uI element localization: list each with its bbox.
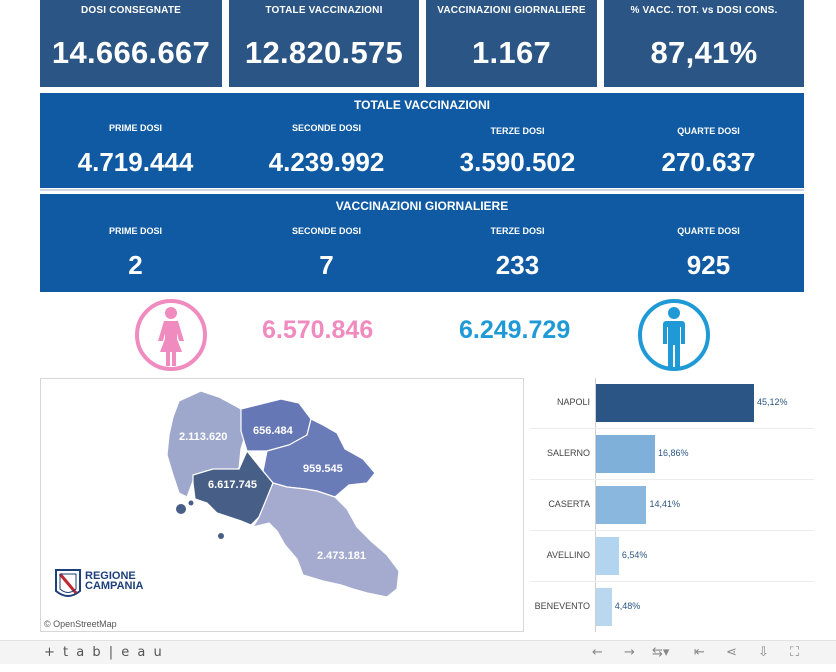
col-value: 233 [495, 250, 540, 280]
col-seconde-dosi: SECONDE DOSI 7 [231, 226, 422, 281]
fullscreen-icon[interactable]: ⛶ [790, 645, 800, 660]
male-value: 6.249.729 [459, 316, 571, 344]
col-quarte-dosi: QUARTE DOSI 925 [613, 226, 804, 281]
col-value: 2 [128, 250, 143, 280]
benevento-value: 656.484 [253, 425, 293, 437]
kpi-percentuale: % VACC. TOT. vs DOSI CONS. 87,41% [604, 0, 804, 87]
logo-line-1: REGIONE [85, 570, 136, 582]
col-label: QUARTE DOSI [677, 126, 740, 136]
kpi-vaccinazioni-giornaliere: VACCINAZIONI GIORNALIERE 1.167 [426, 0, 597, 87]
island-ischia [176, 504, 186, 514]
bar-label: NAPOLI [556, 397, 590, 407]
island-capri [218, 533, 224, 539]
col-label: TERZE DOSI [490, 126, 545, 136]
col-seconde-dosi: SECONDE DOSI 4.239.992 [231, 123, 422, 178]
tableau-logo[interactable]: + t a b | e a u [44, 645, 164, 660]
bar-row-caserta[interactable]: CASERTA 14,41% [530, 486, 814, 524]
campania-map[interactable]: 2.113.620 656.484 959.545 6.617.745 2.47… [40, 378, 524, 632]
bar-row-avellino[interactable]: AVELLINO 6,54% [530, 537, 814, 575]
province-bar-chart: NAPOLI 45,12% SALERNO 16,86% CASERTA 14,41% AV… [530, 378, 814, 632]
bar-label: SALERNO [546, 448, 590, 458]
col-quarte-dosi: QUARTE DOSI 270.637 [613, 126, 804, 178]
row-separator [530, 479, 814, 480]
male-icon [638, 299, 710, 371]
province-salerno [251, 482, 400, 598]
bar-label: CASERTA [548, 499, 590, 509]
bar-value-label: 6,54% [621, 550, 648, 560]
col-label: TERZE DOSI [490, 226, 545, 236]
bar-napoli[interactable] [596, 384, 754, 422]
bar-label: BENEVENTO [534, 601, 590, 611]
col-value: 7 [319, 250, 334, 280]
bar-benevento[interactable] [596, 588, 612, 626]
share-icon[interactable]: ⋖ [726, 645, 737, 660]
col-label: QUARTE DOSI [677, 226, 740, 236]
col-label: PRIME DOSI [108, 226, 162, 236]
bar-value-label: 14,41% [649, 499, 680, 509]
row-separator [530, 530, 814, 531]
col-value: 925 [686, 250, 731, 280]
kpi-label: TOTALE VACCINAZIONI [265, 5, 383, 16]
kpi-label: VACCINAZIONI GIORNALIERE [437, 5, 586, 16]
revert-icon[interactable]: ⇆▾ [652, 645, 670, 660]
col-label: PRIME DOSI [108, 123, 162, 133]
row-separator [530, 428, 814, 429]
kpi-dosi-consegnate: DOSI CONSEGNATE 14.666.667 [40, 0, 222, 87]
col-value: 3.590.502 [459, 147, 576, 177]
island-procida [188, 500, 194, 506]
col-value: 270.637 [661, 147, 756, 177]
totale-vaccinazioni-panel: TOTALE VACCINAZIONI PRIME DOSI 4.719.444… [40, 93, 804, 188]
chart-axis [595, 378, 596, 632]
avellino-value: 959.545 [303, 463, 343, 475]
bar-salerno[interactable] [596, 435, 656, 473]
bar-value-label: 4,48% [614, 601, 641, 611]
tableau-toolbar: + t a b | e a u ← → ⇆▾ ⇤ ⋖ ⇩ ⛶ [0, 640, 836, 664]
panel-divider [40, 189, 804, 191]
vaccinazioni-giornaliere-panel: VACCINAZIONI GIORNALIERE PRIME DOSI 2 SE… [40, 194, 804, 292]
bar-value-label: 16,86% [658, 448, 689, 458]
logo-line-2: CAMPANIA [85, 580, 144, 592]
kpi-value: 87,41% [650, 35, 758, 70]
col-value: 4.239.992 [268, 147, 385, 177]
kpi-totale-vaccinazioni: TOTALE VACCINAZIONI 12.820.575 [229, 0, 419, 87]
kpi-label: DOSI CONSEGNATE [80, 5, 182, 16]
female-icon [135, 299, 207, 371]
caserta-value: 2.113.620 [179, 431, 228, 443]
reset-icon[interactable]: ⇤ [694, 645, 705, 660]
col-value: 4.719.444 [77, 147, 194, 177]
province-avellino [262, 418, 376, 498]
regione-campania-logo: REGIONE CAMPANIA [55, 569, 143, 606]
panel-title: VACCINAZIONI GIORNALIERE [335, 199, 509, 213]
panel-title: TOTALE VACCINAZIONI [354, 98, 490, 112]
salerno-value: 2.473.181 [317, 550, 366, 562]
bar-row-napoli[interactable]: NAPOLI 45,12% [530, 384, 814, 422]
download-icon[interactable]: ⇩ [758, 645, 769, 660]
col-prime-dosi: PRIME DOSI 2 [40, 226, 231, 281]
col-terze-dosi: TERZE DOSI 3.590.502 [422, 126, 613, 178]
col-terze-dosi: TERZE DOSI 233 [422, 226, 613, 281]
undo-icon[interactable]: ← [592, 645, 603, 660]
bar-row-benevento[interactable]: BENEVENTO 4,48% [530, 588, 814, 626]
kpi-value: 1.167 [471, 35, 552, 70]
kpi-value: 12.820.575 [244, 35, 404, 70]
kpi-value: 14.666.667 [51, 35, 211, 70]
col-prime-dosi: PRIME DOSI 4.719.444 [40, 123, 231, 178]
bar-label: AVELLINO [546, 550, 590, 560]
col-label: SECONDE DOSI [291, 226, 361, 236]
province-napoli [192, 449, 274, 526]
kpi-label: % VACC. TOT. vs DOSI CONS. [630, 5, 778, 16]
map-attribution[interactable]: © OpenStreetMap [44, 619, 117, 629]
female-value: 6.570.846 [262, 316, 374, 344]
redo-icon[interactable]: → [624, 645, 635, 660]
row-separator [530, 581, 814, 582]
map-shapes [166, 390, 400, 598]
bar-avellino[interactable] [596, 537, 619, 575]
regione-shield-icon [55, 569, 81, 597]
bar-value-label: 45,12% [757, 397, 788, 407]
bar-caserta[interactable] [596, 486, 647, 524]
col-label: SECONDE DOSI [291, 123, 361, 133]
napoli-value: 6.617.745 [208, 479, 257, 491]
bar-row-salerno[interactable]: SALERNO 16,86% [530, 435, 814, 473]
